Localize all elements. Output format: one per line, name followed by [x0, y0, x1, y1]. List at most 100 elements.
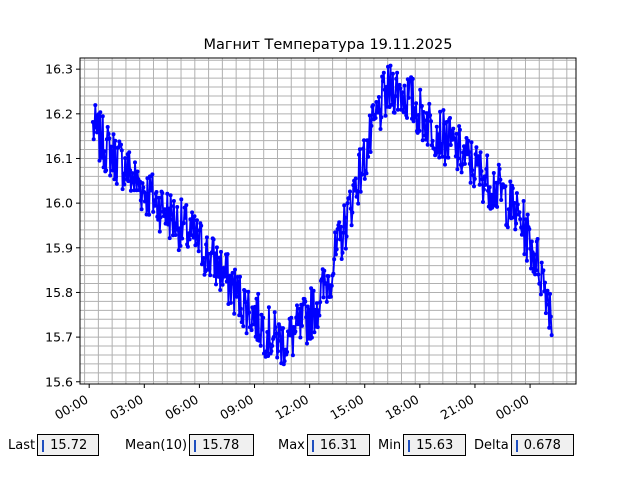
stat-last-field[interactable]: 15.72 — [37, 434, 100, 456]
series-point — [466, 138, 471, 143]
series-point — [348, 206, 353, 211]
series-point — [534, 268, 538, 273]
series-point — [239, 320, 244, 325]
series-point — [506, 207, 511, 212]
series-point — [486, 188, 490, 193]
series-point — [324, 281, 328, 286]
series-point — [213, 251, 218, 256]
series-point — [264, 349, 269, 354]
series-point — [333, 230, 338, 235]
stat-max-field[interactable]: 16.31 — [306, 434, 370, 456]
series-point — [274, 331, 279, 336]
series-point — [388, 63, 393, 68]
series-point — [273, 325, 278, 330]
series-point — [257, 333, 262, 338]
x-tick-label: 00:00 — [52, 392, 91, 423]
series-point — [378, 127, 383, 131]
series-point — [383, 113, 388, 118]
series-point — [201, 256, 206, 260]
series-point — [491, 171, 496, 175]
series-point — [406, 95, 411, 100]
series-point — [217, 255, 222, 260]
series-point — [549, 333, 554, 338]
series-point — [525, 212, 530, 217]
series-point — [143, 191, 148, 196]
series-point — [468, 180, 473, 185]
series-point — [258, 343, 263, 348]
series-point — [484, 167, 489, 171]
series-point — [438, 150, 443, 155]
series-point — [208, 273, 213, 278]
series-point — [456, 156, 461, 161]
series-point — [300, 302, 305, 307]
stat-min-field[interactable]: 15.63 — [403, 434, 467, 456]
series-point — [122, 182, 127, 187]
stat-mean-value: 15.78 — [202, 437, 240, 453]
series-point — [405, 115, 409, 120]
series-point — [545, 288, 550, 293]
series-point — [446, 155, 451, 160]
series-point — [91, 137, 96, 142]
stat-mean-field[interactable]: 15.78 — [189, 434, 255, 456]
series-point — [429, 143, 434, 148]
series-point — [304, 315, 309, 320]
series-point — [427, 101, 432, 106]
series-point — [362, 138, 366, 143]
series-point — [230, 270, 235, 275]
series-point — [309, 335, 314, 340]
series-point — [140, 181, 145, 186]
stat-last: Last 15.72 — [8, 433, 100, 457]
stat-min: Min 15.63 — [378, 433, 467, 457]
series-point — [197, 228, 202, 233]
series-point — [401, 110, 406, 115]
series-point — [350, 210, 355, 215]
stat-last-label: Last — [8, 437, 36, 453]
series-point — [238, 274, 242, 279]
series-point — [290, 333, 295, 338]
series-point — [513, 227, 518, 232]
series-point — [107, 136, 112, 141]
series-point — [351, 183, 356, 188]
series-point — [467, 150, 471, 155]
series-point — [158, 215, 163, 220]
series-point — [291, 325, 296, 329]
x-tick-label: 15:00 — [328, 392, 367, 423]
series-point — [381, 79, 385, 84]
series-point — [165, 191, 170, 196]
series-point — [362, 176, 367, 181]
series-point — [338, 224, 343, 229]
series-point — [376, 95, 381, 99]
series-point — [106, 131, 111, 136]
series-point — [328, 294, 333, 299]
series-point — [514, 221, 519, 226]
series-point — [331, 271, 336, 276]
series-point — [209, 250, 214, 255]
series-point — [326, 274, 331, 279]
series-point — [212, 274, 217, 278]
series-point — [482, 174, 487, 179]
series-point — [321, 295, 326, 300]
stat-max-label: Max — [278, 437, 305, 453]
y-tick-label: 15.7 — [45, 330, 73, 345]
series-point — [377, 107, 382, 112]
series-line — [90, 63, 554, 367]
series-point — [432, 146, 437, 151]
series-point — [452, 136, 457, 141]
stat-delta-field[interactable]: 0.678 — [510, 434, 574, 456]
series-point — [305, 304, 310, 309]
series-point — [508, 179, 513, 184]
series-point — [315, 325, 320, 330]
series-point — [114, 181, 119, 186]
series-point — [171, 199, 176, 203]
series-point — [123, 171, 128, 176]
series-point — [185, 244, 190, 249]
series-point — [469, 140, 474, 145]
series-point — [340, 250, 345, 255]
series-point — [532, 252, 537, 257]
series-point — [229, 278, 234, 283]
series-point — [496, 162, 501, 167]
series-point — [253, 334, 258, 339]
series-point — [454, 131, 459, 136]
series-point — [329, 283, 334, 288]
series-point — [244, 331, 249, 336]
